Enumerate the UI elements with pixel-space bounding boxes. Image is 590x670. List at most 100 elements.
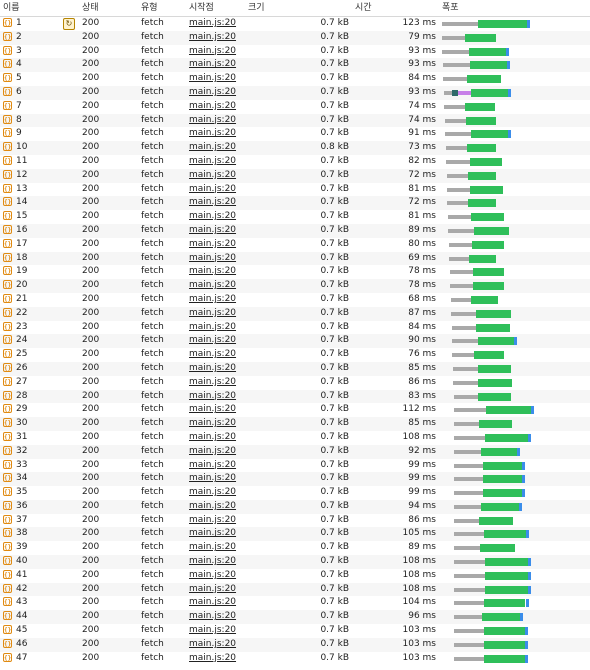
table-row[interactable]: {} 36 200 fetch main.js:20 0.7 kB 94 ms (0, 499, 590, 514)
initiator-link[interactable]: main.js:20 (189, 321, 237, 332)
table-row[interactable]: {} 30 200 fetch main.js:20 0.7 kB 85 ms (0, 417, 590, 431)
initiator-cell[interactable]: main.js:20 (187, 445, 245, 459)
initiator-link[interactable]: main.js:20 (189, 611, 237, 622)
table-row[interactable]: {} 24 200 fetch main.js:20 0.7 kB 90 ms (0, 334, 590, 349)
table-row[interactable]: {} 2 200 fetch main.js:20 0.7 kB 79 ms (0, 30, 590, 45)
initiator-cell[interactable]: main.js:20 (187, 431, 245, 445)
table-row[interactable]: {} 25 200 fetch main.js:20 0.7 kB 76 ms (0, 348, 590, 362)
table-row[interactable]: {} 27 200 fetch main.js:20 0.7 kB 86 ms (0, 375, 590, 390)
initiator-cell[interactable]: main.js:20 (187, 486, 245, 500)
initiator-cell[interactable]: main.js:20 (187, 210, 245, 224)
initiator-cell[interactable]: main.js:20 (187, 472, 245, 486)
initiator-cell[interactable]: main.js:20 (187, 155, 245, 169)
initiator-link[interactable]: main.js:20 (189, 569, 237, 580)
table-row[interactable]: {} 19 200 fetch main.js:20 0.7 kB 78 ms (0, 265, 590, 280)
table-row[interactable]: {} 6 200 fetch main.js:20 0.7 kB 93 ms (0, 85, 590, 100)
initiator-cell[interactable]: main.js:20 (187, 86, 245, 100)
initiator-link[interactable]: main.js:20 (189, 652, 237, 663)
initiator-link[interactable]: main.js:20 (189, 197, 237, 208)
table-row[interactable]: {} 29 200 fetch main.js:20 0.7 kB 112 ms (0, 403, 590, 418)
initiator-link[interactable]: main.js:20 (189, 487, 237, 498)
table-row[interactable]: {} 39 200 fetch main.js:20 0.7 kB 89 ms (0, 541, 590, 556)
table-row[interactable]: {} 42 200 fetch main.js:20 0.7 kB 108 ms (0, 582, 590, 597)
initiator-cell[interactable]: main.js:20 (187, 224, 245, 238)
table-row[interactable]: {} 17 200 fetch main.js:20 0.7 kB 80 ms (0, 237, 590, 252)
initiator-link[interactable]: main.js:20 (189, 86, 237, 97)
table-row[interactable]: {} 47 200 fetch main.js:20 0.7 kB 103 ms (0, 651, 590, 666)
table-row[interactable]: {} 3 200 fetch main.js:20 0.7 kB 93 ms (0, 44, 590, 59)
initiator-cell[interactable]: main.js:20 (187, 31, 245, 45)
initiator-cell[interactable]: main.js:20 (187, 321, 245, 335)
initiator-link[interactable]: main.js:20 (189, 473, 237, 484)
table-row[interactable]: {} 32 200 fetch main.js:20 0.7 kB 92 ms (0, 444, 590, 459)
initiator-cell[interactable]: main.js:20 (187, 58, 245, 72)
initiator-cell[interactable]: main.js:20 (187, 610, 245, 624)
initiator-link[interactable]: main.js:20 (189, 31, 237, 42)
initiator-link[interactable]: main.js:20 (189, 128, 237, 139)
initiator-link[interactable]: main.js:20 (189, 431, 237, 442)
initiator-cell[interactable]: main.js:20 (187, 569, 245, 583)
initiator-cell[interactable]: main.js:20 (187, 348, 245, 362)
column-header-time[interactable]: 시간 (355, 3, 372, 13)
initiator-link[interactable]: main.js:20 (189, 638, 237, 649)
table-row[interactable]: {} 8 200 fetch main.js:20 0.7 kB 74 ms (0, 113, 590, 128)
table-row[interactable]: {} 14 200 fetch main.js:20 0.7 kB 72 ms (0, 196, 590, 211)
table-row[interactable]: {} 41 200 fetch main.js:20 0.7 kB 108 ms (0, 568, 590, 583)
initiator-cell[interactable]: main.js:20 (187, 459, 245, 473)
initiator-link[interactable]: main.js:20 (189, 18, 237, 28)
initiator-cell[interactable]: main.js:20 (187, 45, 245, 59)
initiator-link[interactable]: main.js:20 (189, 556, 237, 567)
column-header-name[interactable]: 이름 (3, 3, 20, 13)
initiator-cell[interactable]: main.js:20 (187, 514, 245, 528)
table-row[interactable]: {} 45 200 fetch main.js:20 0.7 kB 103 ms (0, 624, 590, 638)
initiator-link[interactable]: main.js:20 (189, 583, 237, 594)
table-row[interactable]: {} 28 200 fetch main.js:20 0.7 kB 83 ms (0, 389, 590, 404)
initiator-cell[interactable]: main.js:20 (187, 279, 245, 293)
initiator-cell[interactable]: main.js:20 (187, 100, 245, 114)
initiator-link[interactable]: main.js:20 (189, 155, 237, 166)
column-header-type[interactable]: 유형 (141, 3, 158, 13)
initiator-cell[interactable]: main.js:20 (187, 500, 245, 514)
initiator-cell[interactable]: main.js:20 (187, 72, 245, 86)
initiator-cell[interactable]: main.js:20 (187, 169, 245, 183)
initiator-link[interactable]: main.js:20 (189, 45, 237, 56)
table-row[interactable]: {} 11 200 fetch main.js:20 0.7 kB 82 ms (0, 154, 590, 169)
initiator-cell[interactable]: main.js:20 (187, 527, 245, 541)
table-row[interactable]: {} 34 200 fetch main.js:20 0.7 kB 99 ms (0, 472, 590, 487)
initiator-cell[interactable]: main.js:20 (187, 183, 245, 197)
initiator-link[interactable]: main.js:20 (189, 459, 237, 470)
initiator-cell[interactable]: main.js:20 (187, 293, 245, 307)
initiator-cell[interactable]: main.js:20 (187, 362, 245, 376)
initiator-cell[interactable]: main.js:20 (187, 238, 245, 252)
initiator-cell[interactable]: main.js:20 (187, 307, 245, 321)
table-row[interactable]: {} 44 200 fetch main.js:20 0.7 kB 96 ms (0, 610, 590, 625)
table-row[interactable]: {} 35 200 fetch main.js:20 0.7 kB 99 ms (0, 486, 590, 500)
initiator-link[interactable]: main.js:20 (189, 183, 237, 194)
column-header-size[interactable]: 크기 (248, 3, 265, 13)
table-row[interactable]: {} 16 200 fetch main.js:20 0.7 kB 89 ms (0, 223, 590, 238)
initiator-link[interactable]: main.js:20 (189, 335, 237, 346)
initiator-link[interactable]: main.js:20 (189, 169, 237, 180)
initiator-cell[interactable]: main.js:20 (187, 652, 245, 666)
initiator-link[interactable]: main.js:20 (189, 114, 237, 125)
initiator-link[interactable]: main.js:20 (189, 238, 237, 249)
initiator-cell[interactable]: main.js:20 (187, 265, 245, 279)
initiator-link[interactable]: main.js:20 (189, 376, 237, 387)
initiator-link[interactable]: main.js:20 (189, 142, 237, 153)
initiator-link[interactable]: main.js:20 (189, 100, 237, 111)
initiator-link[interactable]: main.js:20 (189, 59, 237, 70)
initiator-cell[interactable]: main.js:20 (187, 555, 245, 569)
initiator-cell[interactable]: main.js:20 (187, 196, 245, 210)
table-row[interactable]: {} 7 200 fetch main.js:20 0.7 kB 74 ms (0, 99, 590, 114)
table-row[interactable]: {} 4 200 fetch main.js:20 0.7 kB 93 ms (0, 58, 590, 73)
table-row[interactable]: {} 18 200 fetch main.js:20 0.7 kB 69 ms (0, 251, 590, 266)
initiator-cell[interactable]: main.js:20 (187, 417, 245, 431)
initiator-cell[interactable]: main.js:20 (187, 141, 245, 155)
initiator-cell[interactable]: main.js:20 (187, 114, 245, 128)
table-row[interactable]: {} 12 200 fetch main.js:20 0.7 kB 72 ms (0, 168, 590, 183)
initiator-link[interactable]: main.js:20 (189, 266, 237, 277)
initiator-cell[interactable]: main.js:20 (187, 17, 245, 31)
initiator-link[interactable]: main.js:20 (189, 211, 237, 222)
column-header-status[interactable]: 상태 (82, 3, 99, 13)
table-row[interactable]: {} 20 200 fetch main.js:20 0.7 kB 78 ms (0, 279, 590, 293)
